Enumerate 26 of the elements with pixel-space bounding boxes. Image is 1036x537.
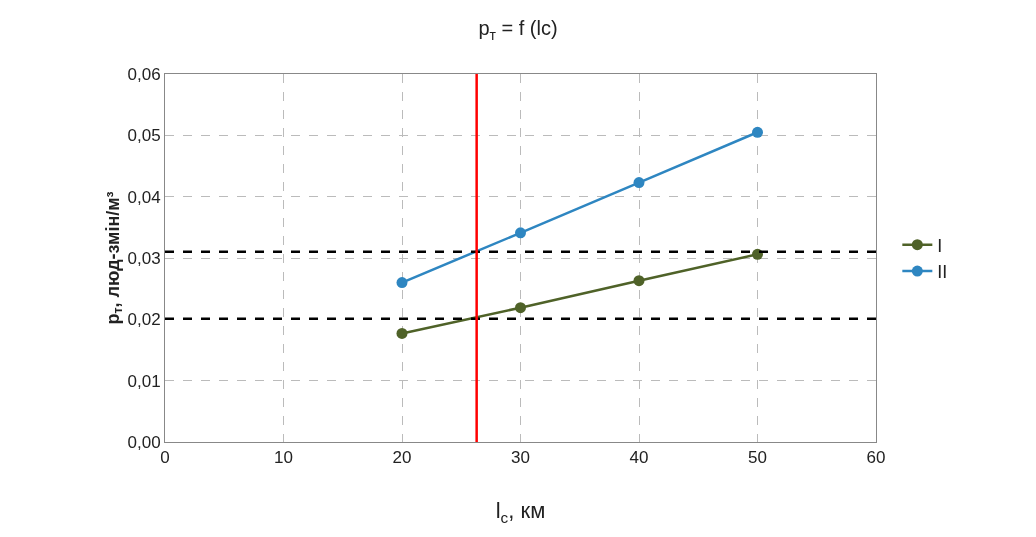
point xyxy=(633,177,645,189)
point xyxy=(633,275,645,287)
y-tick-label: 0,00 xyxy=(127,432,161,452)
point xyxy=(515,227,526,239)
x-tick-label: 10 xyxy=(274,448,293,468)
y-tick-label: 0,03 xyxy=(127,248,161,268)
y-tick-label: 0,06 xyxy=(127,64,161,84)
y-tick-label: 0,04 xyxy=(127,187,161,207)
point xyxy=(752,126,763,138)
x-tick-label: 20 xyxy=(392,448,412,468)
y-tick-label: 0,02 xyxy=(127,310,161,330)
point xyxy=(515,302,526,314)
legend-label: I xyxy=(937,235,943,256)
x-tick-label: 0 xyxy=(160,448,170,468)
y-tick-label: 0,01 xyxy=(127,371,161,391)
x-axis-title: l$_{c}$, км xyxy=(495,498,546,526)
legend-label: II xyxy=(937,262,948,283)
point xyxy=(396,327,408,339)
y-tick-label: 0,05 xyxy=(127,126,161,146)
point xyxy=(396,277,408,289)
chart-title: p$_{т}$ = f (lc) xyxy=(478,17,558,43)
x-tick-label: 60 xyxy=(866,448,886,468)
x-tick-label: 30 xyxy=(511,448,530,468)
point xyxy=(752,248,763,260)
x-tick-label: 50 xyxy=(748,448,767,468)
x-tick-label: 40 xyxy=(629,448,649,468)
